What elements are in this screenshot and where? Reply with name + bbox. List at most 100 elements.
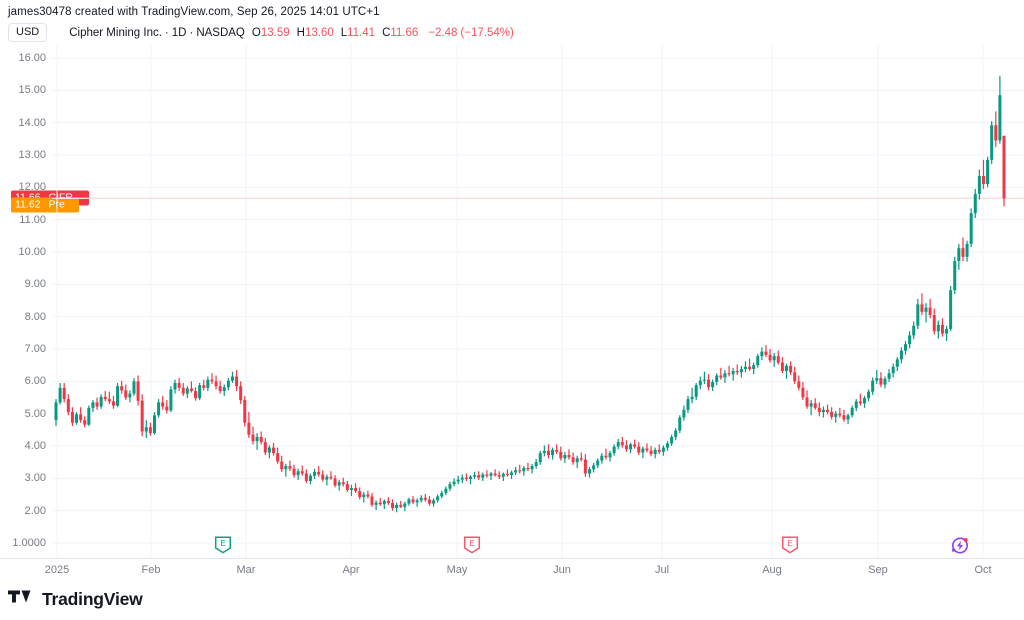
svg-text:E: E [220,539,225,548]
symbol-name[interactable]: Cipher Mining Inc. [69,26,162,39]
candle-body [206,379,210,388]
candle-body [292,468,296,476]
candle-body [505,473,509,476]
price-axis-label: 15.00 [18,84,46,97]
candle-body [247,422,251,435]
candle-body [157,402,161,416]
candle-body [723,373,727,378]
candle-body [904,344,908,351]
chart-area[interactable]: 16.00 15.00 14.00 13.00 12.00 11.00 10.00 9.00 8… [0,45,1024,558]
candle-body [817,407,821,413]
candle-body [341,482,345,485]
candle-body [739,369,743,373]
candle-body [649,450,653,455]
candle-body [132,381,136,394]
candle-body [317,471,321,475]
earnings-marker-may[interactable]: E [463,536,481,554]
time-axis-label: Feb [141,564,161,576]
candle-body [805,397,809,407]
candle-body [555,449,559,452]
candle-body [875,378,879,381]
candle-body [748,366,752,370]
candle-body [809,403,813,407]
candle-body [255,436,259,442]
candle-body [321,474,325,480]
price-axis[interactable]: 16.00 15.00 14.00 13.00 12.00 11.00 10.00 9.00 8… [0,45,89,558]
attribution-text: james30478 created with TradingView.com,… [8,6,380,18]
candle-body [243,400,247,423]
time-axis[interactable]: 2025 Feb Mar Apr May Jun Jul Aug Sep Oct [0,558,1024,582]
pre-market-price-value: 11.62 [15,198,41,211]
price-axis-label: 7.00 [24,343,46,355]
candle-body [772,356,776,361]
earnings-marker-feb[interactable]: E [214,536,232,554]
legend-separator-1: · [164,26,169,39]
candlestick-plot[interactable] [52,45,1024,558]
candle-body [452,481,456,485]
candle-body [152,415,156,434]
time-axis-label: Aug [762,564,782,576]
candle-body [546,450,550,456]
candle-body [657,449,661,452]
price-axis-label: 9.00 [24,278,46,291]
candle-body [793,372,797,382]
candle-body [280,461,284,470]
candle-body [973,193,977,214]
candle-body [427,499,431,504]
exchange-label[interactable]: NASDAQ [196,26,245,39]
candle-body [296,471,300,476]
candle-body [202,385,206,388]
candle-body [415,500,419,503]
candle-body [493,473,497,476]
candle-body [563,455,567,459]
chart-legend: USD Cipher Mining Inc. · 1D · NASDAQ O13… [8,23,514,43]
candle-body [850,407,854,416]
candle-body [395,504,399,509]
ohlc-low-value: 11.41 [347,26,376,39]
candle-body [173,382,177,390]
candle-body [797,381,801,388]
price-axis-label: 2.00 [24,504,46,517]
candle-body [177,382,181,388]
candle-body [111,401,115,406]
earnings-marker-aug[interactable]: E [781,536,799,554]
candle-body [276,453,280,462]
candle-body [194,391,198,399]
candle-body [218,386,222,392]
candle-body [588,469,592,474]
svg-text:E: E [787,539,792,548]
time-axis-label: 2025 [44,564,70,576]
candle-body [694,385,698,397]
interval-label[interactable]: 1D [171,26,187,39]
candle-body [181,387,185,394]
candle-body [304,473,308,481]
candle-body [403,503,407,507]
event-marker-sep[interactable] [951,536,968,554]
candle-body [128,393,132,398]
candle-body [608,453,612,458]
candle-body [288,466,292,469]
candle-body [411,499,415,503]
candle-body [497,475,501,477]
ohlc-open-key: O [251,26,261,39]
candle-body [645,448,649,451]
candle-body [251,434,255,442]
candle-body [633,444,637,447]
candle-body [957,248,961,262]
candle-body [75,414,79,423]
candle-body [998,95,1002,141]
candle-body [752,365,756,370]
pre-market-price-badge[interactable]: 11.62Pre [11,197,79,213]
candle-body [510,472,514,476]
change-percent: (−17.54%) [460,26,514,39]
currency-badge[interactable]: USD [8,23,48,43]
price-axis-label: 8.00 [24,310,46,323]
candle-body [436,496,440,501]
candle-body [419,497,423,501]
legend-separator-2: · [189,26,194,39]
candle-body [354,488,358,492]
candle-body [107,399,111,402]
candle-body [674,430,678,437]
candle-body [189,388,193,392]
